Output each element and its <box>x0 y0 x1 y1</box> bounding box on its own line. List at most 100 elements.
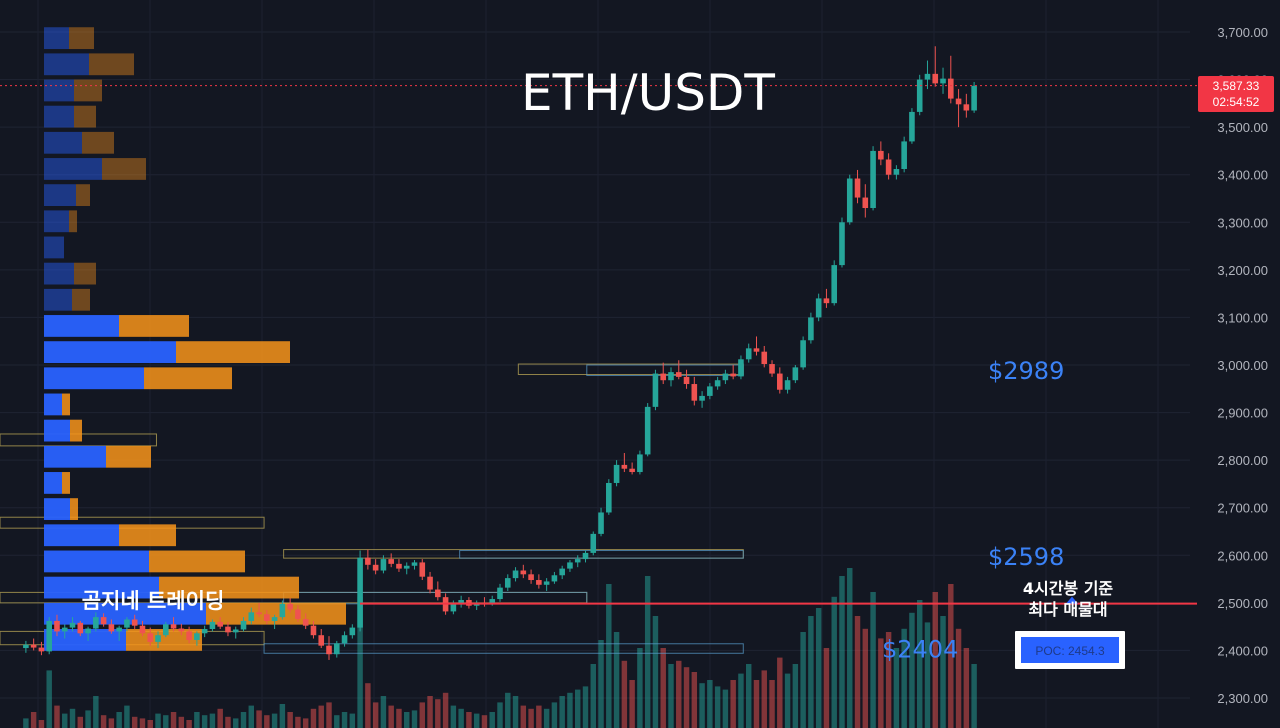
candle-body <box>738 359 744 377</box>
volume-bar <box>901 628 907 728</box>
candle-body <box>380 559 387 571</box>
volume-bar <box>761 670 767 728</box>
candle-body <box>341 635 348 644</box>
volume-bar <box>194 712 200 728</box>
candle-body <box>147 633 154 642</box>
candle-body <box>326 645 332 655</box>
vp-sell-bar <box>70 498 78 520</box>
candle-body <box>652 373 659 407</box>
candle-body <box>435 589 441 598</box>
candle-body <box>100 617 107 625</box>
candle-body <box>846 178 853 223</box>
volume-bar <box>878 638 884 728</box>
candle-body <box>54 620 60 632</box>
volume-bar <box>598 640 604 728</box>
vp-buy-bar <box>44 105 74 128</box>
vp-buy-bar <box>44 184 76 207</box>
candle-body <box>520 570 527 575</box>
poc-marker-icon <box>1066 596 1078 604</box>
volume-profile <box>44 27 346 651</box>
vp-sell-bar <box>69 210 77 233</box>
vp-sell-bar <box>102 158 146 180</box>
candle-body <box>668 372 674 381</box>
poc-box-fill[interactable] <box>1021 637 1119 663</box>
price-lines <box>0 85 1198 605</box>
volume-bar <box>831 596 837 728</box>
volume-bar <box>233 718 239 728</box>
price-zone <box>459 550 744 559</box>
current-price-label: 3,587.33 <box>1213 79 1260 93</box>
y-tick-label: 2,300.00 <box>1217 691 1268 706</box>
volume-bar <box>963 648 970 728</box>
y-tick-label: 3,400.00 <box>1217 168 1268 183</box>
volume-bar <box>629 680 635 728</box>
current-price-tag[interactable] <box>1198 76 1274 112</box>
volume-bar <box>458 708 464 728</box>
volume-bar <box>85 710 91 728</box>
y-tick-label: 2,800.00 <box>1217 453 1268 468</box>
volume-bar <box>909 612 915 728</box>
candle-body <box>93 617 99 629</box>
candle-body <box>504 578 511 588</box>
vp-buy-bar <box>44 602 206 625</box>
vp-sell-bar <box>106 445 151 468</box>
vp-buy-bar <box>44 419 70 442</box>
volume-bar <box>582 686 589 728</box>
volume-bar <box>924 622 931 728</box>
volume-bar <box>551 702 558 728</box>
candle-body <box>823 298 830 304</box>
volume-bar <box>108 718 115 728</box>
candle-body <box>955 98 962 105</box>
volume-bar <box>357 596 363 728</box>
candle-body <box>333 643 340 655</box>
volume-bar <box>473 713 480 728</box>
volume-bar <box>893 648 900 728</box>
vp-buy-bar <box>44 498 70 520</box>
volume-bar <box>93 696 99 728</box>
volume-bar <box>839 576 845 728</box>
volume-bar <box>590 664 596 728</box>
candle-body <box>279 603 286 618</box>
volume-bar <box>186 720 192 728</box>
chart-title: ETH/USDT <box>521 64 775 122</box>
volume-bar <box>442 692 449 728</box>
y-axis[interactable]: 3,700.003,600.003,500.003,400.003,300.00… <box>1217 25 1268 706</box>
volume-bar <box>38 720 45 728</box>
candle-body <box>893 169 900 175</box>
volume-bar <box>644 576 651 728</box>
volume-bar <box>372 702 379 728</box>
candle-body <box>489 599 496 604</box>
candle-body <box>497 587 503 600</box>
y-tick-label: 3,500.00 <box>1217 120 1268 135</box>
candle-body <box>808 317 814 341</box>
poc-note-line2: 최다 매물대 <box>1028 600 1107 619</box>
volume-bar <box>870 592 876 728</box>
volume-bar <box>800 632 806 728</box>
candle-body <box>559 568 565 576</box>
volume-bar <box>932 592 938 728</box>
volume-bar <box>847 568 853 728</box>
vp-buy-bar <box>44 236 64 259</box>
candle-body <box>613 464 620 483</box>
volume-bar <box>365 683 371 728</box>
candle-body <box>745 348 752 360</box>
volume-bar <box>621 660 628 728</box>
candle-body <box>590 533 597 553</box>
vp-buy-bar <box>44 629 126 651</box>
volume-bar <box>30 712 37 728</box>
y-tick-label: 3,100.00 <box>1217 310 1268 325</box>
candle-body <box>839 222 845 266</box>
vp-sell-bar <box>62 472 70 494</box>
volume-bar <box>349 713 356 728</box>
candle-body <box>644 406 651 455</box>
candle-body <box>800 340 806 368</box>
candle-body <box>854 178 861 198</box>
volume-bar <box>131 716 138 728</box>
volume-bar <box>536 705 542 728</box>
volume-bar <box>435 699 441 728</box>
volume-bar <box>271 713 278 728</box>
volume-bars <box>23 568 977 728</box>
volume-bar <box>714 686 721 728</box>
volume-bar <box>683 667 690 728</box>
